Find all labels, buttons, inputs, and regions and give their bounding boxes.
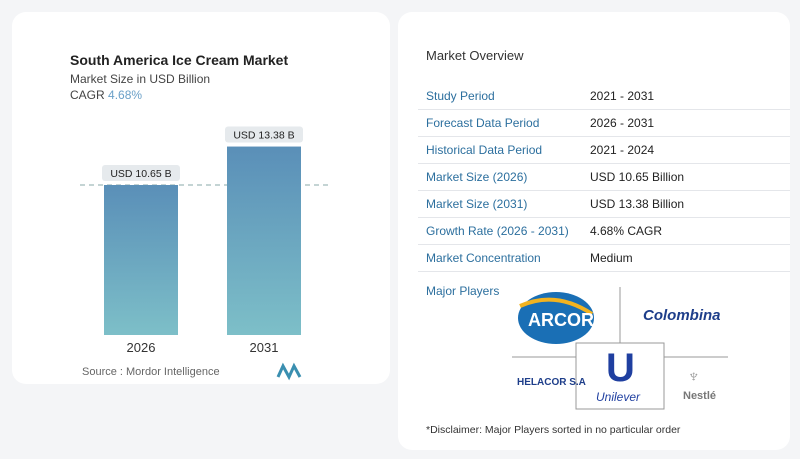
- overview-row: Market Size (2031) USD 13.38 Billion: [418, 191, 790, 218]
- row-value: USD 10.65 Billion: [590, 170, 685, 184]
- overview-row: Historical Data Period 2021 - 2024: [418, 137, 790, 164]
- row-value: 2021 - 2024: [590, 143, 655, 157]
- x-tick-label: 2026: [127, 340, 156, 355]
- data-label-bg: [102, 165, 180, 181]
- overview-row: Study Period 2021 - 2031: [418, 83, 790, 110]
- row-label: Study Period: [426, 89, 495, 103]
- unilever-u-icon: U: [606, 346, 635, 390]
- bar-2031: [227, 146, 301, 335]
- data-label-bg: [225, 126, 303, 143]
- bar-2026: [104, 185, 178, 335]
- disclaimer: *Disclaimer: Major Players sorted in no …: [426, 424, 681, 436]
- logo-unilever: Unilever: [596, 390, 641, 404]
- row-value: 4.68% CAGR: [590, 224, 663, 238]
- source-text: Source : Mordor Intelligence: [82, 366, 220, 378]
- x-tick-label: 2031: [250, 340, 279, 355]
- overview-row: Market Size (2026) USD 10.65 Billion: [418, 164, 790, 191]
- bar-chart: USD 10.65 B 2026 USD 13.38 B 2031: [80, 126, 330, 355]
- row-value: 2021 - 2031: [590, 89, 655, 103]
- logo-colombina: Colombina: [643, 307, 721, 324]
- row-label: Historical Data Period: [426, 143, 543, 157]
- chart-subtitle: Market Size in USD Billion: [70, 72, 211, 86]
- row-label: Market Concentration: [426, 251, 541, 265]
- overview-title: Market Overview: [426, 48, 524, 63]
- chart-title: South America Ice Cream Market: [70, 52, 289, 68]
- logo-nestle: Nestlé: [683, 390, 717, 402]
- cagr: CAGR 4.68%: [70, 88, 142, 102]
- logo-arcor: ARCOR: [528, 310, 594, 330]
- overview-row: Forecast Data Period 2026 - 2031: [418, 110, 790, 137]
- logo-helacor: HELACOR S.A: [517, 377, 586, 388]
- row-label: Market Size (2026): [426, 170, 528, 184]
- chart-card: [12, 12, 390, 384]
- data-label: USD 13.38 B: [233, 130, 294, 142]
- data-label: USD 10.65 B: [110, 168, 171, 180]
- row-label: Growth Rate (2026 - 2031): [426, 224, 569, 238]
- row-value: 2026 - 2031: [590, 116, 655, 130]
- overview-row: Market Concentration Medium: [418, 245, 790, 272]
- cagr-value: 4.68%: [108, 88, 143, 102]
- major-players-title: Major Players: [426, 284, 500, 298]
- cagr-label: CAGR: [70, 88, 105, 102]
- row-value: Medium: [590, 251, 633, 265]
- row-label: Market Size (2031): [426, 197, 528, 211]
- row-value: USD 13.38 Billion: [590, 197, 685, 211]
- overview-row: Growth Rate (2026 - 2031) 4.68% CAGR: [418, 218, 790, 245]
- nest-icon: ♆: [687, 366, 701, 386]
- row-label: Forecast Data Period: [426, 116, 540, 130]
